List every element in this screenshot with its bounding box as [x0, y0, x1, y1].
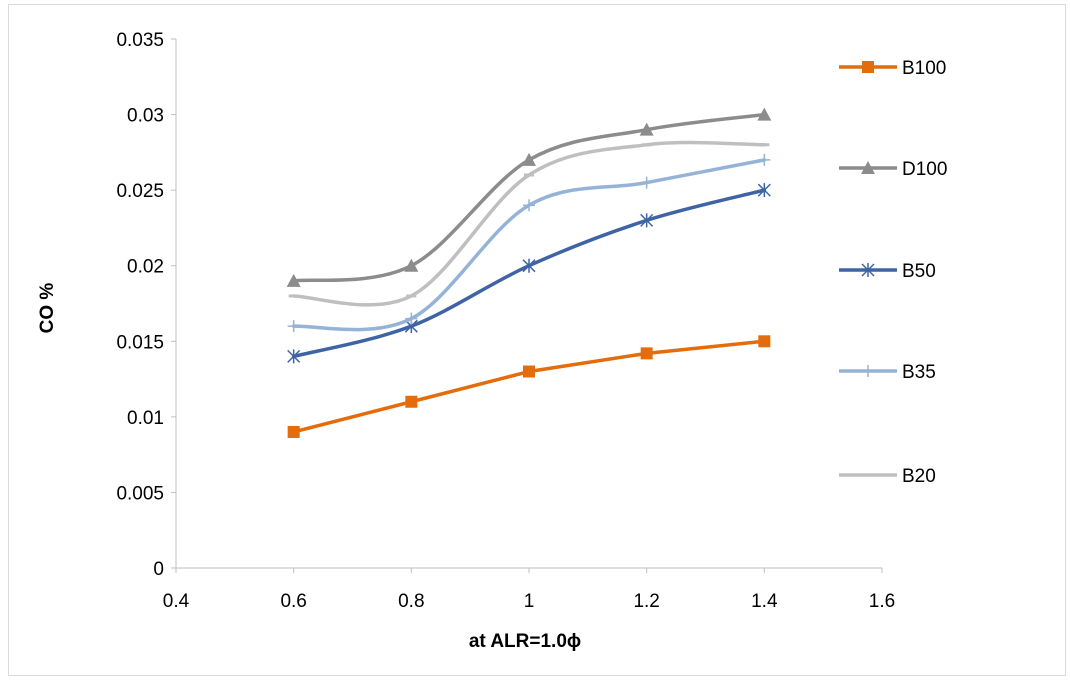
series-line — [291, 140, 767, 307]
x-tick-label: 1.2 — [633, 591, 659, 612]
co-line-chart: 0 0.005 0.01 0.015 0.02 0.025 0.03 0.035 0.4 0.6… — [37, 30, 947, 652]
y-tick-label: 0.015 — [116, 332, 164, 353]
legend: B100 D100 B50 B35 B20 — [839, 58, 947, 487]
data-point-marker — [757, 183, 771, 198]
legend-label: B100 — [902, 58, 946, 79]
data-point-marker — [758, 153, 771, 166]
data-point-marker — [287, 349, 301, 364]
y-tick-label: 0.025 — [116, 181, 164, 202]
legend-label: D100 — [902, 159, 947, 180]
data-point-marker — [639, 122, 654, 136]
y-tick-label: 0.02 — [127, 257, 164, 278]
legend-item-b100: B100 — [839, 58, 946, 79]
y-tick-labels: 0 0.005 0.01 0.015 0.02 0.025 0.03 0.035 — [116, 30, 176, 580]
data-point-marker — [757, 107, 772, 121]
series-line — [291, 112, 767, 283]
x-tick-label: 1 — [524, 591, 535, 612]
legend-item-d100: D100 — [839, 159, 947, 180]
series-b50 — [287, 183, 771, 364]
x-tick-label: 0.4 — [163, 591, 190, 612]
data-point-marker — [523, 365, 535, 378]
data-point-marker — [758, 335, 771, 348]
x-tick-label: 1.4 — [751, 591, 778, 612]
data-point-marker — [641, 143, 652, 147]
legend-item-b35: B35 — [839, 362, 936, 383]
legend-marker — [861, 263, 875, 277]
series-b35 — [287, 153, 771, 333]
series-d100 — [286, 107, 772, 287]
data-point-marker — [404, 258, 419, 272]
series-line — [291, 158, 767, 332]
legend-item-b50: B50 — [839, 261, 936, 282]
data-point-marker — [287, 425, 300, 438]
data-point-marker — [640, 347, 653, 360]
data-point-marker — [523, 199, 535, 212]
data-point-marker — [286, 273, 301, 287]
y-tick-label: 0.03 — [127, 106, 164, 127]
x-tick-label: 1.6 — [869, 591, 895, 612]
legend-label: B50 — [902, 261, 936, 282]
data-point-marker — [524, 173, 534, 177]
legend-label: B35 — [902, 362, 936, 383]
legend-marker — [862, 365, 874, 377]
data-point-marker — [406, 294, 417, 298]
y-tick-label: 0.005 — [116, 483, 164, 504]
legend-marker — [863, 473, 873, 477]
y-tick-label: 0.01 — [127, 408, 164, 429]
x-tick-label: 0.6 — [280, 591, 306, 612]
chart-frame: 0 0.005 0.01 0.015 0.02 0.025 0.03 0.035 0.4 0.6… — [8, 4, 1066, 676]
data-point-marker — [640, 213, 654, 228]
legend-item-b20: B20 — [839, 466, 936, 487]
series-lines — [286, 107, 772, 438]
y-tick-label: 0.035 — [116, 30, 164, 51]
x-tick-labels: 0.4 0.6 0.8 1 1.2 1.4 1.6 — [163, 568, 895, 612]
series-b100 — [287, 335, 771, 438]
data-point-marker — [405, 312, 418, 325]
data-point-marker — [522, 258, 536, 273]
legend-label: B20 — [902, 466, 936, 487]
legend-marker — [861, 161, 875, 174]
series-line — [291, 339, 767, 434]
legend-marker — [862, 61, 874, 73]
data-point-marker — [640, 176, 653, 189]
data-point-marker — [759, 143, 770, 147]
axes — [175, 39, 882, 569]
series-line — [291, 188, 767, 359]
x-axis-title: at ALR=1.0ϕ — [469, 631, 581, 652]
y-axis-title: CO % — [37, 283, 58, 334]
x-tick-label: 0.8 — [398, 591, 424, 612]
data-point-marker — [288, 294, 299, 298]
data-point-marker — [287, 320, 300, 333]
series-b20 — [288, 140, 770, 307]
data-point-marker — [522, 152, 536, 166]
y-tick-label: 0 — [153, 559, 164, 580]
data-point-marker — [405, 395, 418, 408]
